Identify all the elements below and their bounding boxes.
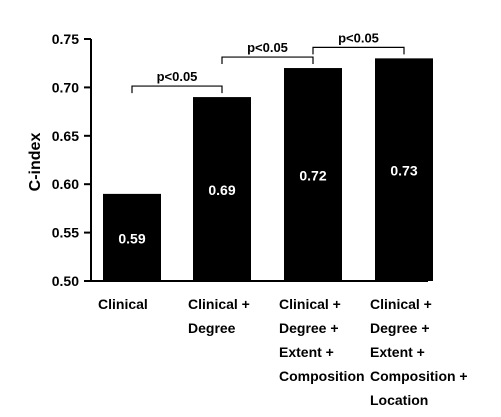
y-ticks: 0.50 0.55 0.60 0.65 0.70 0.75 <box>52 31 91 289</box>
x-tick-label: Degree + <box>279 320 339 336</box>
x-tick-label: Composition <box>279 368 365 384</box>
y-tick-label: 0.55 <box>52 225 79 241</box>
bar <box>193 97 251 281</box>
bar-value-label: 0.59 <box>118 230 145 246</box>
significance-bracket <box>131 85 223 94</box>
x-tick-label: Clinical <box>98 296 148 312</box>
significance-brackets: p<0.05 p<0.05 p<0.05 <box>131 30 405 94</box>
bar <box>284 68 342 281</box>
bars: 0.59 0.69 0.72 0.73 <box>103 58 433 281</box>
y-axis-label: C-index <box>27 133 44 192</box>
bar-value-label: 0.72 <box>299 168 326 184</box>
x-tick-label: Extent + <box>370 344 425 360</box>
x-tick-label: Composition + <box>370 368 468 384</box>
y-tick-label: 0.65 <box>52 128 79 144</box>
x-tick-label: Clinical + <box>279 296 341 312</box>
x-tick-label: Extent + <box>279 344 334 360</box>
significance-bracket <box>221 56 314 65</box>
x-tick-label: Degree <box>188 320 236 336</box>
bar-value-label: 0.69 <box>208 182 235 198</box>
significance-label: p<0.05 <box>247 40 288 55</box>
bar-value-label: 0.73 <box>390 163 417 179</box>
y-tick-label: 0.75 <box>52 31 79 47</box>
x-tick-label: Clinical + <box>370 296 432 312</box>
significance-label: p<0.05 <box>157 69 198 84</box>
y-tick-label: 0.50 <box>52 273 79 289</box>
x-tick-label: Location <box>370 392 428 408</box>
y-tick-label: 0.70 <box>52 79 79 95</box>
bar <box>103 193 161 281</box>
y-tick-label: 0.60 <box>52 176 79 192</box>
significance-label: p<0.05 <box>338 30 379 45</box>
x-tick-label: Degree + <box>370 320 430 336</box>
significance-bracket <box>312 46 405 55</box>
x-tick-labels: Clinical Clinical + Degree Clinical + Degree… <box>98 296 468 408</box>
x-tick-label: Clinical + <box>188 296 250 312</box>
bar <box>375 58 433 281</box>
